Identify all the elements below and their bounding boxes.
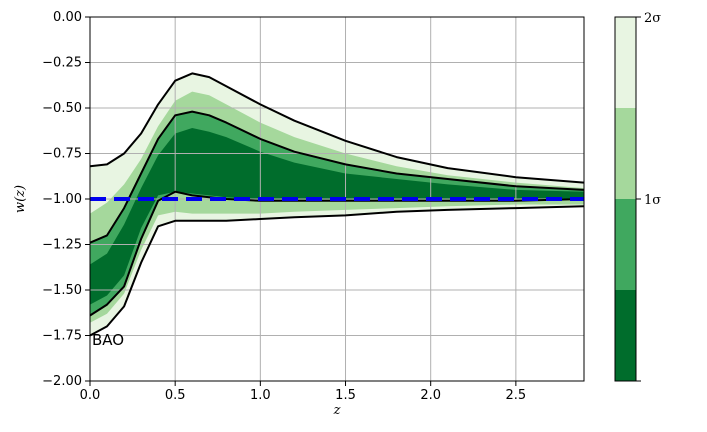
- plot-area: [89, 16, 585, 382]
- colorbar-segment: [615, 290, 636, 381]
- x-axis-label: z: [333, 403, 341, 418]
- y-tick-label: −0.25: [42, 56, 82, 71]
- y-tick-label: −1.75: [42, 329, 82, 344]
- y-tick-label: −0.75: [42, 147, 82, 162]
- contour-2sigma-upper: [89, 72, 585, 184]
- contour-1sigma-upper: [89, 110, 585, 244]
- x-tick-label: 2.5: [506, 388, 527, 403]
- y-tick-label: −1.50: [42, 283, 82, 298]
- colorbar-segment: [615, 17, 636, 108]
- x-tick-label: 1.5: [335, 388, 356, 403]
- colorbar-segment: [615, 108, 636, 199]
- colorbar-label: 1σ: [644, 193, 661, 208]
- y-tick-label: −1.25: [42, 238, 82, 253]
- colorbar: 2σ 1σ: [614, 11, 661, 382]
- x-axis: 0.0 0.5 1.0 1.5 2.0 2.5: [80, 381, 527, 403]
- y-axis: 0.00 −0.25 −0.50 −0.75 −1.00 −1.25 −1.50 −1.75 −…: [42, 10, 90, 389]
- x-tick-label: 2.0: [420, 388, 441, 403]
- colorbar-segment: [615, 199, 636, 290]
- x-tick-label: 0.0: [80, 388, 101, 403]
- y-tick-label: −2.00: [42, 374, 82, 389]
- band-0.5sigma: [90, 128, 584, 305]
- bao-annotation: BAO: [92, 331, 124, 349]
- y-tick-label: −1.00: [42, 192, 82, 207]
- colorbar-label: 2σ: [644, 11, 661, 26]
- y-axis-label: w(z): [13, 185, 28, 213]
- contour-2sigma-lower: [89, 205, 585, 337]
- confidence-bands: [90, 73, 584, 336]
- x-tick-label: 1.0: [250, 388, 271, 403]
- y-tick-label: −0.50: [42, 101, 82, 116]
- x-tick-label: 0.5: [165, 388, 186, 403]
- y-tick-label: 0.00: [53, 10, 82, 25]
